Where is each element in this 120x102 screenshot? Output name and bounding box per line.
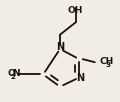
Text: 3: 3 — [105, 62, 110, 68]
Text: N: N — [76, 73, 84, 83]
Text: OH: OH — [68, 6, 83, 15]
Text: N: N — [56, 42, 64, 52]
Text: N: N — [13, 69, 20, 78]
Text: CH: CH — [100, 57, 114, 66]
Text: 2: 2 — [10, 74, 15, 80]
Text: O: O — [7, 69, 15, 78]
